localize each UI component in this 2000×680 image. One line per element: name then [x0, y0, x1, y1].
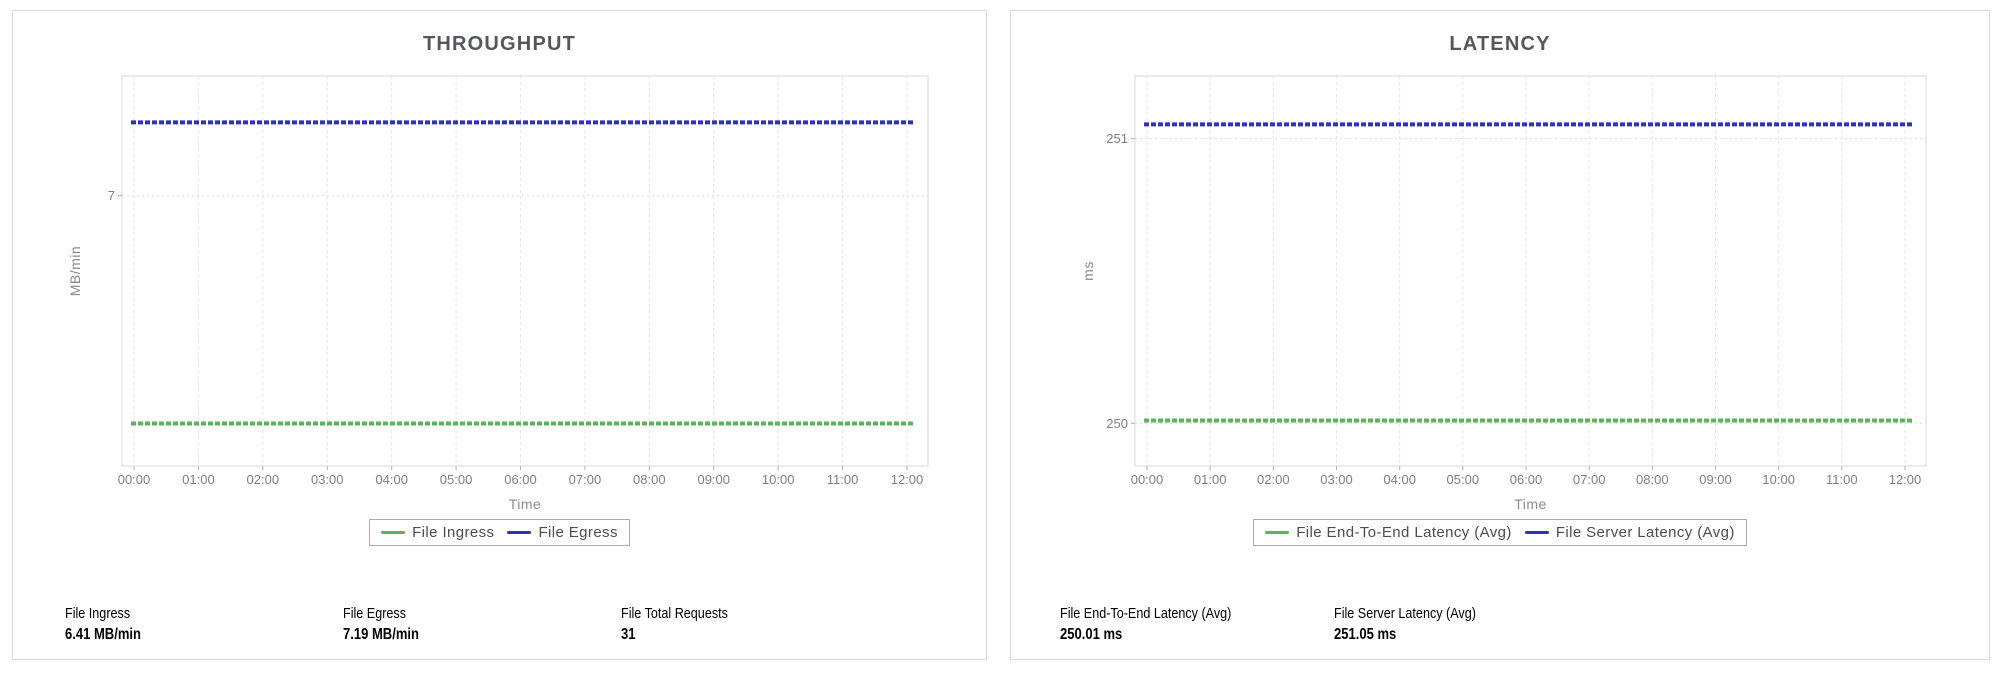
x-tick-label: 05:00: [440, 472, 473, 487]
y-axis-title: ms: [1080, 261, 1096, 281]
stat-label: File Ingress: [65, 605, 131, 622]
latency-panel: LATENCY 00:00 01:00 02:00 03:00 04:00 05:00 06…: [1010, 10, 1990, 660]
stat-label: File Total Requests: [621, 605, 728, 622]
latency-chart: 00:00 01:00 02:00 03:00 04:00 05:00 06:00 07:00…: [1080, 75, 1927, 512]
stats-row: File End-To-End Latency (Avg) 250.01 ms …: [1060, 603, 1608, 646]
x-tick-label: 02:00: [1257, 472, 1290, 487]
y-axis-title: MB/min: [67, 246, 83, 296]
stat-value: 250.01 ms: [1060, 626, 1123, 643]
plot-border: [121, 75, 929, 467]
legend-swatch: [1265, 531, 1290, 534]
y-tick-label: 7: [108, 188, 115, 203]
x-tick-label: 10:00: [762, 472, 795, 487]
x-tick-label: 08:00: [633, 472, 666, 487]
latency-legend: File End-To-End Latency (Avg) File Server…: [1011, 519, 1989, 546]
stat-file-end-to-end-latency: File End-To-End Latency (Avg) 250.01 ms: [1060, 603, 1334, 646]
x-tick-label: 10:00: [1762, 472, 1795, 487]
x-tick-label: 07:00: [569, 472, 602, 487]
stat-label: File End-To-End Latency (Avg): [1060, 605, 1232, 622]
x-tick-label: 03:00: [311, 472, 344, 487]
x-tick-label: 05:00: [1447, 472, 1480, 487]
plot-border: [1134, 75, 1927, 467]
x-tick-label: 00:00: [1131, 472, 1164, 487]
stat-value: 7.19 MB/min: [343, 626, 419, 643]
x-tick-label: 11:00: [827, 472, 859, 487]
x-tick-label: 03:00: [1320, 472, 1353, 487]
stat-file-ingress: File Ingress 6.41 MB/min: [65, 603, 343, 646]
x-tick-label: 06:00: [1510, 472, 1543, 487]
throughput-chart: 00:00 01:00 02:00 03:00 04:00 05:00 06:00 07:00…: [67, 75, 929, 512]
legend-item-file-ingress[interactable]: File Ingress: [381, 524, 494, 541]
x-tick-label: 04:00: [1383, 472, 1416, 487]
x-axis-title: Time: [509, 496, 542, 512]
throughput-legend: File Ingress File Egress: [13, 519, 986, 546]
x-tick-label: 07:00: [1573, 472, 1606, 487]
y-tick-label: 251: [1106, 131, 1128, 146]
panel-title: LATENCY: [1449, 33, 1551, 55]
stat-value: 31: [621, 626, 636, 643]
x-tick-label: 06:00: [504, 472, 537, 487]
x-tick-label: 01:00: [1194, 472, 1227, 487]
legend-label: File End-To-End Latency (Avg): [1296, 524, 1512, 541]
stat-label: File Server Latency (Avg): [1334, 605, 1476, 622]
x-tick-label: 11:00: [1826, 472, 1858, 487]
legend-swatch: [381, 531, 406, 534]
legend-label: File Egress: [538, 524, 618, 541]
stat-value: 6.41 MB/min: [65, 626, 141, 643]
y-tick-label: 250: [1106, 416, 1128, 431]
x-tick-label: 02:00: [247, 472, 280, 487]
legend-item-file-egress[interactable]: File Egress: [507, 524, 617, 541]
legend-label: File Ingress: [412, 524, 495, 541]
legend-box: File End-To-End Latency (Avg) File Server…: [1253, 519, 1747, 546]
x-tick-label: 04:00: [375, 472, 408, 487]
throughput-panel: THROUGHPUT 00:00 01:00 02:00 03:00 04:00 05:0…: [12, 10, 987, 660]
legend-swatch: [1524, 531, 1549, 534]
x-tick-label: 01:00: [182, 472, 215, 487]
x-tick-label: 09:00: [697, 472, 730, 487]
stat-file-total-requests: File Total Requests 31: [621, 603, 899, 646]
x-tick-label: 08:00: [1636, 472, 1669, 487]
panel-title: THROUGHPUT: [422, 33, 577, 55]
x-axis-title: Time: [1514, 496, 1547, 512]
stats-row: File Ingress 6.41 MB/min File Egress 7.1…: [65, 603, 899, 646]
legend-item-file-server-latency-avg[interactable]: File Server Latency (Avg): [1524, 524, 1735, 541]
stat-file-egress: File Egress 7.19 MB/min: [343, 603, 621, 646]
stat-label: File Egress: [343, 605, 407, 622]
x-tick-label: 00:00: [118, 472, 151, 487]
legend-label: File Server Latency (Avg): [1555, 524, 1735, 541]
legend-item-file-end-to-end-latency-avg[interactable]: File End-To-End Latency (Avg): [1265, 524, 1512, 541]
legend-box: File Ingress File Egress: [369, 519, 630, 546]
x-tick-label: 09:00: [1699, 472, 1732, 487]
stat-value: 251.05 ms: [1334, 626, 1397, 643]
stat-file-server-latency: File Server Latency (Avg) 251.05 ms: [1334, 603, 1608, 646]
x-tick-label: 12:00: [891, 472, 924, 487]
x-tick-label: 12:00: [1889, 472, 1922, 487]
legend-swatch: [507, 531, 532, 534]
